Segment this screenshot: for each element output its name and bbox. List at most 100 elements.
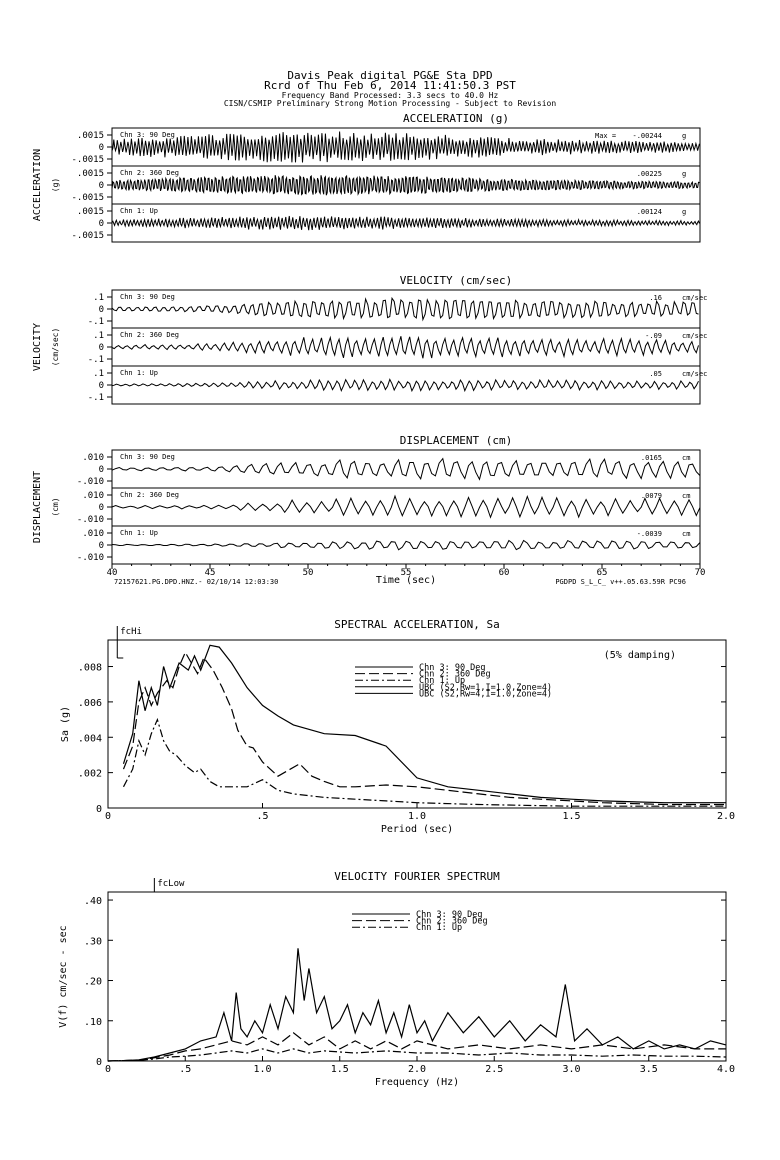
y-tick-label: -.010 [77, 515, 104, 525]
series-line-3 [107, 1048, 727, 1062]
y-tick-label: .30 [84, 936, 102, 947]
frequency-band: Frequency Band Processed: 3.3 secs to 40… [281, 91, 499, 100]
channel-unit: cm/sec [682, 332, 707, 340]
channel-label: Chn 1: Up [120, 369, 158, 377]
panel-title: ACCELERATION (g) [403, 112, 509, 125]
y-tick-label: .0015 [77, 207, 104, 217]
trace-vel-chn2 [111, 335, 699, 359]
x-tick-label: 1.0 [408, 811, 426, 822]
series-line-3 [122, 717, 726, 807]
channel-unit: cm/sec [682, 370, 707, 378]
panel-vel [111, 289, 701, 405]
y-tick-label: .010 [82, 453, 104, 463]
y-tick-label: .002 [78, 769, 102, 780]
trace-acc-chn3 [111, 131, 700, 163]
legend-entry: Chn 1: Up [419, 676, 465, 686]
channel-label: Chn 2: 360 Deg [120, 169, 179, 177]
y-tick-label: .0015 [77, 131, 104, 141]
panel-units: (cm) [51, 497, 60, 516]
channel-label: Chn 1: Up [120, 207, 158, 215]
trace-dis-chn1 [111, 539, 701, 551]
damping-annotation: (5% damping) [604, 650, 676, 661]
channel-max: .0079 [641, 492, 662, 500]
cutoff-label: fcHi [120, 627, 142, 637]
record-time: Rcrd of Thu Feb 6, 2014 11:41:50.3 PST [264, 79, 516, 92]
panel-title: DISPLACEMENT (cm) [400, 434, 513, 447]
max-prefix: Max = [595, 132, 616, 140]
x-tick-label: 40 [107, 568, 118, 578]
y-axis-label: V(f) cm/sec - sec [58, 925, 69, 1027]
panel-acc [111, 127, 701, 243]
x-tick-label: 1.5 [331, 1064, 349, 1075]
y-tick-label: .1 [93, 293, 104, 303]
x-tick-label: 2.0 [717, 811, 735, 822]
y-tick-label: .1 [93, 369, 104, 379]
y-tick-label: .20 [84, 977, 102, 988]
station-title: Davis Peak digital PG&E Sta DPD [287, 69, 493, 82]
channel-max: -.0039 [637, 530, 662, 538]
y-tick-label: .010 [82, 529, 104, 539]
series-line-2 [107, 1032, 726, 1062]
y-axis-label: Sa (g) [60, 706, 71, 742]
channel-max: .16 [649, 294, 662, 302]
y-tick-label: .008 [78, 663, 102, 674]
x-tick-label: 45 [205, 568, 216, 578]
y-tick-label: 0 [99, 143, 104, 153]
channel-label: Chn 3: 90 Deg [120, 453, 175, 461]
y-tick-label: 0 [99, 181, 104, 191]
channel-max: .00225 [637, 170, 662, 178]
x-tick-label: .5 [256, 811, 268, 822]
trace-vel-chn1 [111, 378, 699, 393]
x-tick-label: 3.0 [562, 1064, 580, 1075]
channel-unit: cm [682, 492, 690, 500]
y-tick-label: .004 [78, 733, 102, 744]
legend-entry: Chn 2: 360 Deg [419, 670, 491, 680]
legend-entry: UBC (S2,Rw=1,I=1.0,Zone=4) [419, 683, 552, 693]
cutoff-label: fcLow [157, 879, 185, 889]
x-tick-label: 60 [499, 568, 510, 578]
y-tick-label: -.010 [77, 553, 104, 563]
channel-unit: g [682, 170, 686, 178]
channel-max: -.00244 [632, 132, 662, 140]
channel-unit: g [682, 132, 686, 140]
panel-units: (g) [51, 178, 60, 192]
y-tick-label: -.010 [77, 477, 104, 487]
y-tick-label: .010 [82, 491, 104, 501]
x-tick-label: 3.5 [640, 1064, 658, 1075]
chart-title: VELOCITY FOURIER SPECTRUM [334, 870, 500, 883]
y-tick-label: -.0015 [71, 231, 104, 241]
chart-title: SPECTRAL ACCELERATION, Sa [334, 618, 500, 631]
panel-title: VELOCITY (cm/sec) [400, 274, 513, 287]
x-axis-label: Frequency (Hz) [375, 1077, 459, 1088]
panel-dis [111, 449, 701, 565]
channel-max: .05 [649, 370, 662, 378]
x-tick-label: 0 [105, 811, 111, 822]
panel-ylabel: VELOCITY [32, 323, 43, 371]
spectral-acceleration-chart [107, 639, 727, 809]
legend-entry: Chn 2: 360 Deg [416, 917, 488, 927]
panel-ylabel: DISPLACEMENT [32, 471, 43, 543]
legend-entry: UBC (S2,Rw=4,I=1.0,Zone=4) [419, 689, 552, 699]
y-tick-label: .10 [84, 1017, 102, 1028]
x-tick-label: 2.0 [408, 1064, 426, 1075]
channel-label: Chn 3: 90 Deg [120, 293, 175, 301]
y-tick-label: 0 [99, 305, 104, 315]
x-tick-label: 55 [401, 568, 412, 578]
panel-ylabel: ACCELERATION [32, 149, 43, 221]
y-tick-label: 0 [99, 343, 104, 353]
y-tick-label: -.1 [88, 393, 104, 403]
trace-vel-chn3 [111, 296, 699, 322]
trace-acc-chn1 [111, 215, 700, 231]
trace-dis-chn3 [111, 457, 701, 481]
y-tick-label: -.0015 [71, 193, 104, 203]
channel-label: Chn 2: 360 Deg [120, 491, 179, 499]
y-tick-label: 0 [99, 219, 104, 229]
x-tick-label: 0 [105, 1064, 111, 1075]
processing-note: CISN/CSMIP Preliminary Strong Motion Pro… [223, 99, 557, 108]
x-tick-label: 50 [303, 568, 314, 578]
channel-label: Chn 3: 90 Deg [120, 131, 175, 139]
x-axis-label: Time (sec) [376, 575, 436, 586]
series-line-1 [107, 948, 727, 1062]
x-tick-label: 70 [695, 568, 706, 578]
